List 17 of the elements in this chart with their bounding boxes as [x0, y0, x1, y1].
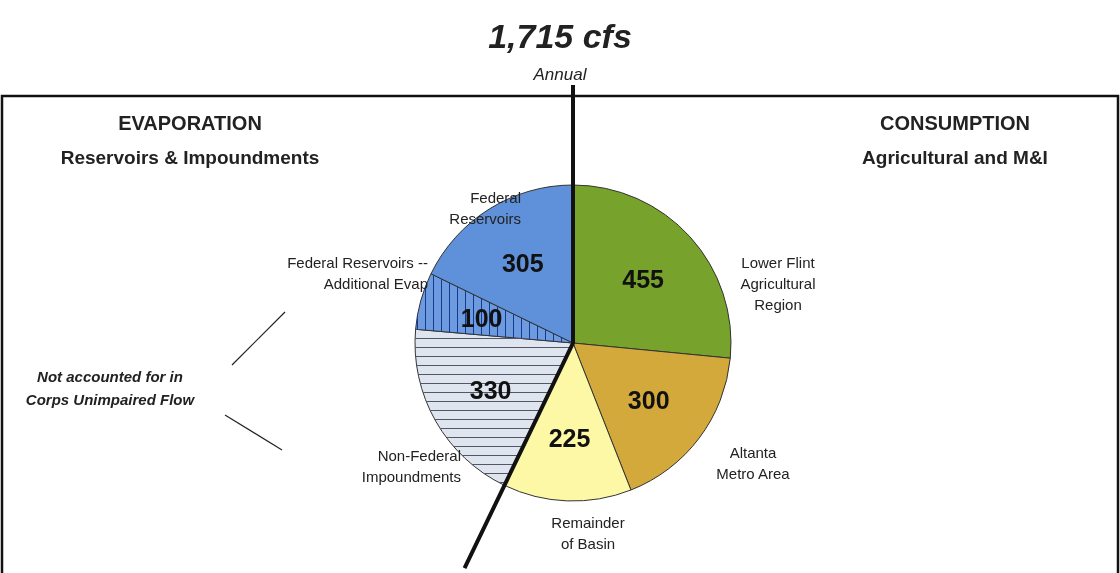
slice-label: Non-Federal Impoundments: [361, 447, 461, 485]
text: Agricultural and M&I: [862, 147, 1048, 168]
text: Not accounted for in Corps Unimpaired Flow: [25, 368, 196, 408]
slice-label: Federal Reservoirs -- Additional Evap: [287, 254, 428, 292]
slice-label: Altanta Metro Area: [716, 444, 791, 482]
data-label: 300: [627, 386, 670, 415]
text: EVAPORATION: [118, 112, 262, 134]
data-label: 305: [501, 248, 544, 277]
text: Reservoirs & Impoundments: [60, 147, 320, 168]
data-label: 455: [622, 265, 665, 294]
chart-title: 1,715 cfs: [488, 17, 632, 55]
chart-subtitle: Annual: [532, 65, 588, 84]
data-label: 100: [460, 303, 503, 332]
text: CONSUMPTION: [880, 112, 1030, 134]
slice-label: Lower Flint Agricultural Region: [740, 254, 816, 313]
data-label: 225: [548, 423, 591, 452]
slice-label: Remainder of Basin: [551, 514, 625, 552]
